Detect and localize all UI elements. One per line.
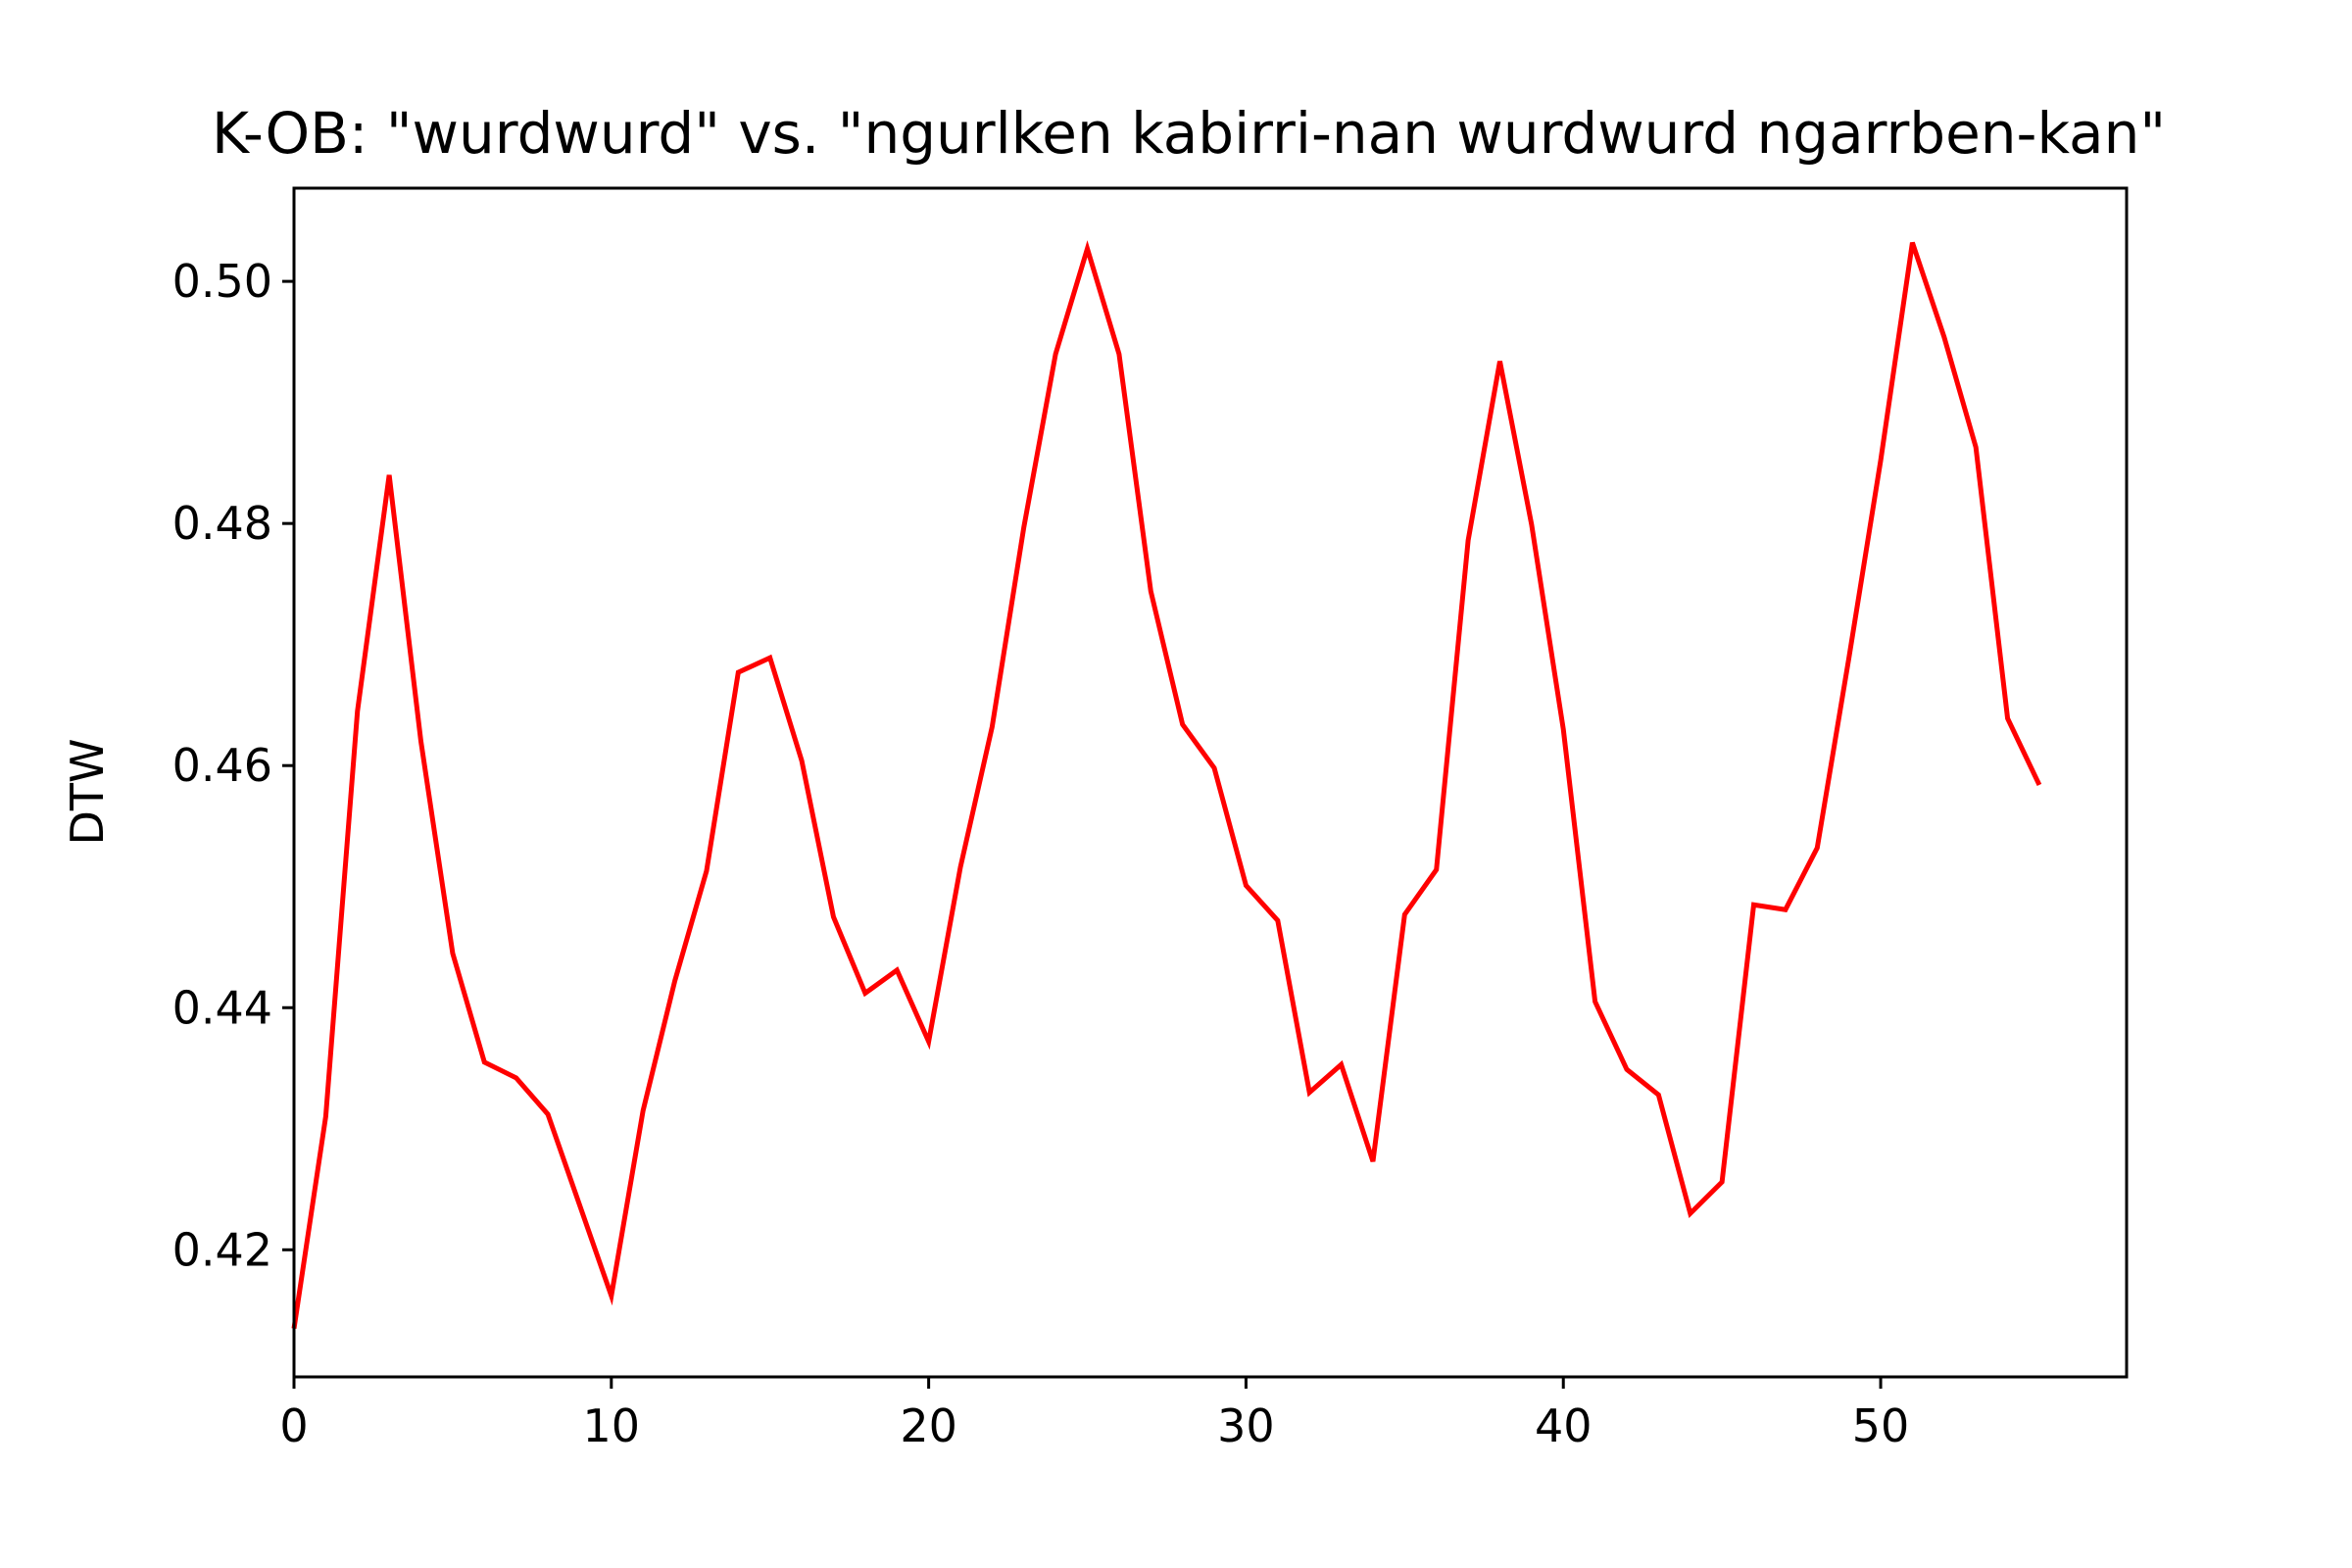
y-tick-label: 0.48 bbox=[172, 497, 272, 550]
x-tick-label: 10 bbox=[583, 1399, 641, 1452]
y-axis: 0.42 0.44 0.46 0.48 0.50 bbox=[172, 255, 294, 1276]
x-tick-label: 50 bbox=[1852, 1399, 1910, 1452]
x-tick-label: 30 bbox=[1217, 1399, 1275, 1452]
y-axis-label: DTW bbox=[61, 738, 114, 845]
x-axis: 0 10 20 30 40 50 bbox=[279, 1377, 1909, 1452]
x-tick-label: 20 bbox=[900, 1399, 957, 1452]
y-tick-label: 0.46 bbox=[172, 739, 272, 792]
plot-frame bbox=[292, 186, 2129, 1379]
chart-title: K-OB: "wurdwurd" vs. "ngurlken kabirri-n… bbox=[212, 100, 2166, 167]
plot-area bbox=[291, 240, 2042, 1329]
y-tick-label: 0.42 bbox=[172, 1223, 272, 1276]
series-line-0 bbox=[291, 240, 2042, 1329]
x-tick-label: 0 bbox=[279, 1399, 308, 1452]
y-tick-label: 0.50 bbox=[172, 255, 272, 308]
x-tick-label: 40 bbox=[1535, 1399, 1592, 1452]
y-tick-label: 0.44 bbox=[172, 981, 272, 1034]
